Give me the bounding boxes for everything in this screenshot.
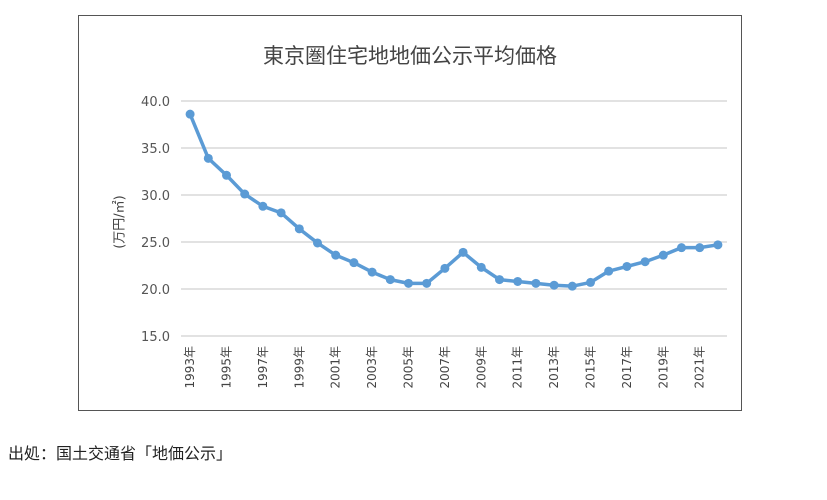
data-point (549, 280, 559, 290)
data-point (476, 262, 486, 272)
data-point (422, 278, 432, 288)
x-tick-label: 2011年 (511, 346, 525, 389)
x-tick-label: 1997年 (256, 346, 270, 389)
x-tick-label: 2013年 (547, 346, 561, 389)
data-point (458, 247, 468, 257)
data-point (222, 170, 231, 180)
y-tick-label: 35.0 (141, 142, 170, 157)
x-tick-label: 2021年 (693, 346, 707, 389)
data-point (385, 275, 395, 285)
data-point (604, 266, 614, 276)
x-tick-label: 1995年 (220, 346, 234, 389)
data-point (258, 201, 268, 211)
data-point (713, 240, 723, 250)
chart-title: 東京圏住宅地地価公示平均価格 (263, 44, 557, 68)
y-tick-label: 25.0 (141, 236, 170, 251)
data-point (203, 153, 213, 163)
data-point (349, 258, 359, 268)
data-point (331, 250, 341, 260)
y-tick-label: 30.0 (141, 189, 170, 204)
data-point (495, 275, 504, 285)
x-tick-label: 2019年 (656, 346, 670, 389)
data-point (658, 250, 668, 260)
data-point (240, 189, 250, 199)
y-tick-label: 40.0 (141, 95, 170, 110)
data-point (640, 257, 650, 267)
x-tick-label: 2007年 (438, 346, 452, 389)
data-point (440, 263, 450, 273)
data-point (513, 276, 523, 286)
chart-frame (78, 15, 742, 411)
data-point (404, 278, 413, 288)
data-point (622, 261, 632, 271)
data-point (567, 281, 577, 291)
data-point (276, 208, 286, 218)
x-tick-label: 1999年 (292, 346, 306, 389)
y-tick-label: 20.0 (141, 283, 170, 298)
data-point (531, 278, 541, 288)
data-point (294, 224, 304, 234)
x-tick-label: 2009年 (474, 346, 488, 389)
x-tick-label: 2003年 (365, 346, 379, 389)
series-line (188, 113, 719, 288)
x-tick-label: 2005年 (402, 346, 416, 389)
data-point (313, 238, 322, 248)
data-point (185, 109, 195, 119)
x-tick-label: 1993年 (183, 346, 197, 389)
x-tick-label: 2015年 (584, 346, 598, 389)
data-point (677, 243, 686, 253)
y-tick-label: 15.0 (141, 330, 170, 345)
data-point (586, 277, 595, 287)
source-note: 出処：国土交通省「地価公示」 (8, 444, 233, 463)
x-tick-label: 2017年 (620, 346, 634, 389)
data-point (367, 267, 377, 277)
data-point (695, 243, 705, 253)
x-tick-label: 2001年 (329, 346, 343, 389)
